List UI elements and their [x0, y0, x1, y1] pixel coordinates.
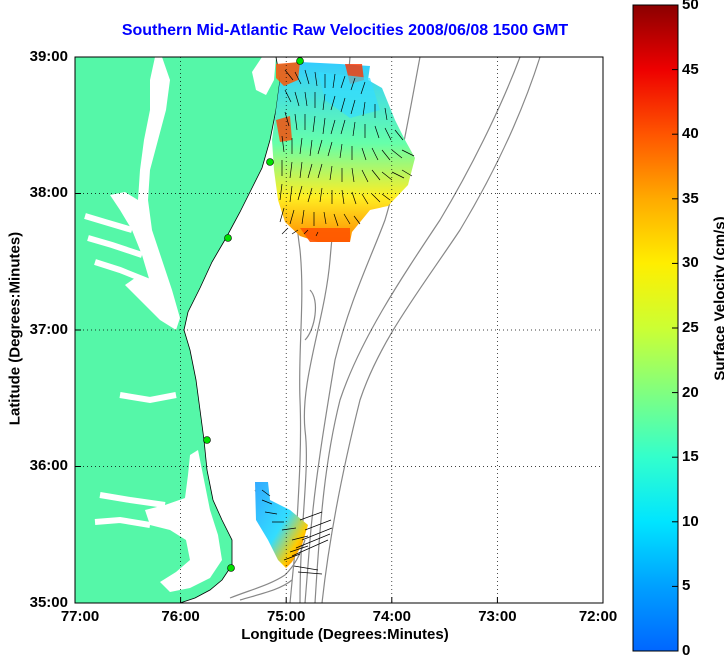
colorbar-tick-label: 10	[682, 513, 699, 530]
y-tick-label: 39:00	[29, 48, 68, 65]
colorbar-tick-label: 15	[682, 448, 699, 465]
colorbar	[632, 4, 679, 652]
colorbar-tick-label: 20	[682, 384, 699, 401]
station-marker	[296, 57, 304, 65]
chesapeake-bay	[110, 57, 180, 330]
colorbar-tick-label: 35	[682, 190, 699, 207]
x-tick-label: 72:00	[578, 608, 618, 625]
y-tick-label: 37:00	[29, 321, 68, 338]
south-velocity-field	[255, 482, 308, 568]
y-tick-label: 36:00	[29, 457, 68, 474]
station-marker	[227, 564, 235, 572]
colorbar-tick-label: 50	[682, 0, 699, 13]
colorbar-tick-label: 25	[682, 319, 699, 336]
colorbar-tick-label: 40	[682, 125, 699, 142]
colorbar-label: Surface Velocity (cm/s)	[711, 216, 724, 381]
x-tick-label: 74:00	[372, 608, 411, 625]
x-axis-label: Longitude (Degrees:Minutes)	[241, 626, 449, 643]
x-tick-label: 73:00	[478, 608, 517, 625]
rivers	[84, 213, 177, 528]
station-marker	[224, 234, 232, 242]
colorbar-tick-label: 0	[682, 642, 691, 659]
map-title: Southern Mid-Atlantic Raw Velocities 200…	[121, 22, 569, 39]
station-marker	[266, 158, 274, 166]
delaware-bay	[252, 57, 276, 95]
x-tick-label: 76:00	[161, 608, 200, 625]
gridlines	[75, 57, 603, 603]
colorbar-tick-label: 5	[682, 577, 691, 594]
colorbar-tick-label: 30	[682, 254, 699, 271]
axis-ticks	[74, 56, 604, 604]
velocity-vectors	[261, 69, 415, 575]
north-velocity-field	[272, 62, 415, 242]
station-marker	[203, 436, 211, 444]
colorbar-tick-label: 45	[682, 61, 699, 78]
y-axis-label: Latitude (Degrees:Minutes)	[6, 231, 24, 426]
north-hotspot-lower	[300, 228, 350, 242]
colorbar-ticks	[672, 4, 678, 652]
radar-stations	[203, 57, 304, 572]
x-tick-label: 77:00	[60, 608, 100, 625]
y-tick-label: 35:00	[29, 594, 68, 611]
pamlico-sound	[145, 450, 222, 592]
y-tick-label: 38:00	[29, 184, 68, 201]
x-tick-label: 75:00	[267, 608, 306, 625]
